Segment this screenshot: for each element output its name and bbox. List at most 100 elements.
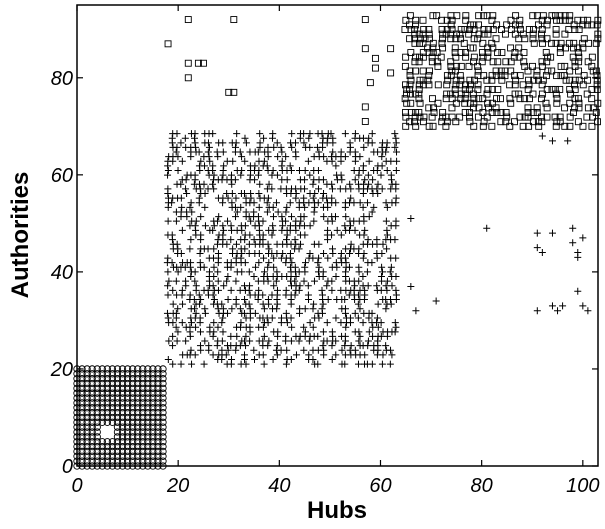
- plus-point: [287, 337, 295, 345]
- square-point: [507, 44, 515, 52]
- circle-point: [83, 365, 91, 373]
- square-point: [484, 53, 492, 61]
- square-point: [584, 76, 592, 84]
- square-point: [515, 90, 523, 98]
- plus-point: [378, 185, 386, 193]
- plus-point: [332, 314, 340, 322]
- plus-point: [364, 171, 372, 179]
- circle-point: [113, 413, 122, 422]
- plus-point: [314, 332, 322, 340]
- plus-point: [391, 319, 399, 327]
- square-point: [525, 26, 533, 33]
- square-point: [412, 122, 420, 130]
- square-point: [430, 109, 438, 116]
- plus-point: [300, 130, 308, 138]
- plus-point: [368, 309, 376, 317]
- square-point: [478, 49, 486, 57]
- square-point: [425, 104, 433, 112]
- square-point: [460, 39, 468, 47]
- square-point: [529, 30, 537, 38]
- plus-point: [218, 319, 226, 327]
- square-point: [579, 16, 587, 24]
- plus-point: [232, 296, 240, 304]
- plus-point: [219, 222, 227, 230]
- circle-point: [154, 447, 162, 456]
- square-point: [488, 16, 496, 24]
- square-point: [551, 113, 559, 121]
- circle-point: [88, 452, 96, 460]
- square-point: [475, 104, 483, 112]
- square-point: [538, 113, 545, 121]
- circle-point: [78, 399, 86, 407]
- square-point: [494, 49, 502, 57]
- square-point: [483, 90, 491, 98]
- square-point: [551, 12, 559, 20]
- circle-point: [154, 428, 162, 436]
- plus-point: [354, 291, 362, 299]
- circle-point: [98, 457, 106, 465]
- square-point: [584, 58, 592, 66]
- plus-point: [355, 277, 363, 285]
- circle-point: [134, 447, 142, 456]
- circle-point: [139, 447, 147, 456]
- square-point: [411, 30, 419, 38]
- plus-point: [283, 203, 291, 211]
- circle-point: [118, 365, 127, 373]
- plus-point: [246, 337, 254, 345]
- circle-point: [159, 389, 167, 397]
- square-point: [493, 95, 500, 103]
- plus-point: [188, 208, 196, 216]
- square-point: [552, 26, 560, 33]
- square-point: [566, 85, 574, 93]
- square-point: [566, 67, 574, 75]
- plus-point: [232, 139, 240, 147]
- plus-point: [374, 180, 382, 188]
- plus-point: [379, 351, 387, 359]
- square-point: [475, 30, 483, 38]
- circle-point: [123, 413, 132, 422]
- circle-point: [159, 404, 167, 412]
- circle-point: [144, 389, 152, 397]
- square-point: [429, 12, 437, 20]
- plus-point: [347, 185, 355, 193]
- square-point: [488, 72, 496, 80]
- plus-point: [304, 157, 312, 165]
- circle-point: [83, 433, 91, 441]
- plus-point: [407, 282, 415, 290]
- square-point: [570, 44, 577, 52]
- square-point: [401, 62, 409, 70]
- square-point: [465, 62, 473, 70]
- plus-point: [368, 139, 376, 147]
- circle-point: [159, 423, 167, 431]
- square-point: [589, 113, 596, 121]
- square-point: [548, 39, 555, 47]
- square-point: [488, 76, 496, 84]
- square-point: [548, 67, 556, 75]
- circle-point: [78, 452, 86, 460]
- plus-point: [354, 360, 362, 368]
- square-point: [588, 95, 596, 103]
- plus-point: [341, 342, 349, 350]
- plus-point: [373, 236, 381, 244]
- square-point: [533, 72, 541, 80]
- square-point: [553, 72, 561, 80]
- plus-point: [300, 277, 308, 285]
- square-point: [461, 85, 469, 93]
- square-point: [488, 85, 496, 93]
- circle-point: [149, 438, 157, 446]
- circle-point: [149, 379, 157, 388]
- square-point: [451, 44, 459, 52]
- square-point: [416, 53, 424, 61]
- circle-point: [98, 394, 106, 402]
- square-point: [515, 21, 523, 29]
- circle-point: [139, 370, 147, 378]
- plus-point: [392, 180, 400, 188]
- plus-point: [238, 166, 246, 174]
- plus-point: [250, 208, 258, 216]
- square-point: [515, 53, 523, 61]
- plus-point: [378, 263, 386, 271]
- plus-point: [314, 199, 322, 207]
- square-point: [406, 12, 414, 20]
- plus-point: [378, 360, 386, 368]
- plus-point: [359, 319, 367, 327]
